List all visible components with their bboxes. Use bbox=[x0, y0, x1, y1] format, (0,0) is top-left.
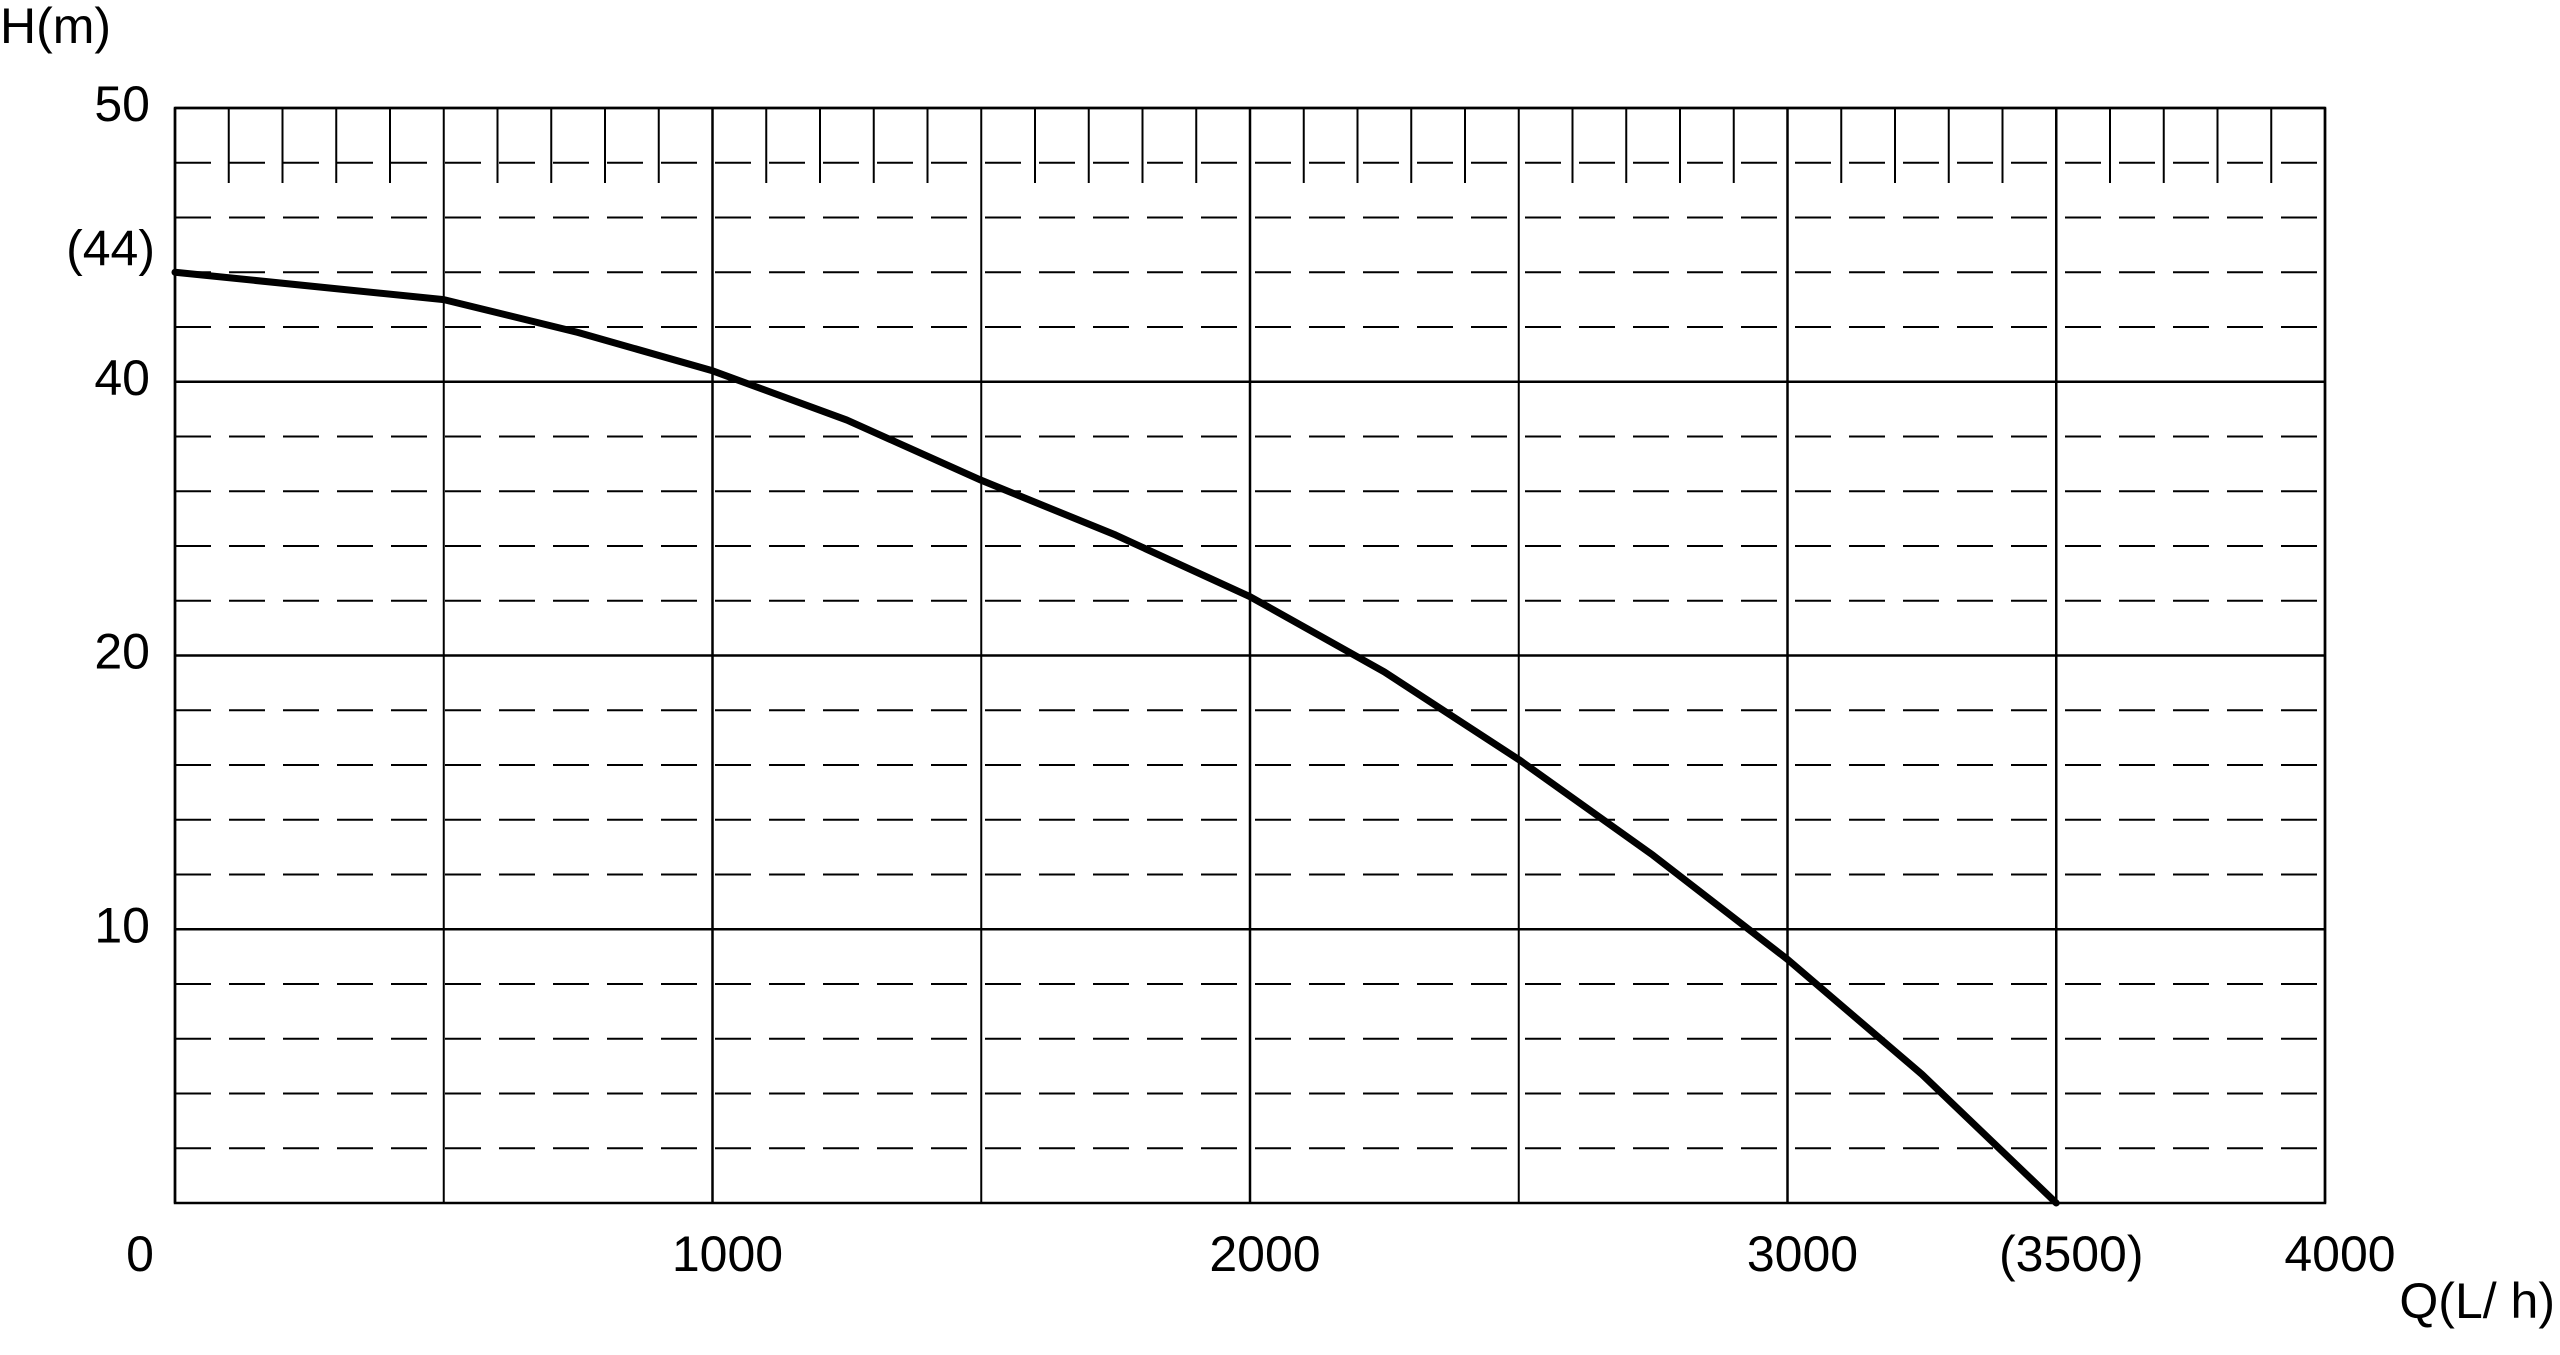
y-axis-title: H(m) bbox=[0, 0, 111, 54]
y-tick-label: 40 bbox=[94, 350, 150, 406]
x-tick-label: 1000 bbox=[672, 1226, 783, 1282]
y-tick-label: 50 bbox=[94, 76, 150, 132]
y-tick-label: 20 bbox=[94, 624, 150, 680]
y-tick-label: (44) bbox=[66, 220, 155, 276]
y-tick-label: 10 bbox=[94, 897, 150, 953]
x-tick-label: (3500) bbox=[1999, 1226, 2144, 1282]
x-tick-label: 0 bbox=[126, 1226, 154, 1282]
curve bbox=[171, 268, 2060, 1207]
x-axis-title: Q(L/ h) bbox=[2399, 1273, 2555, 1329]
x-tick-label: 4000 bbox=[2284, 1226, 2395, 1282]
x-tick-label: 2000 bbox=[1209, 1226, 1320, 1282]
x-tick-label: 3000 bbox=[1747, 1226, 1858, 1282]
